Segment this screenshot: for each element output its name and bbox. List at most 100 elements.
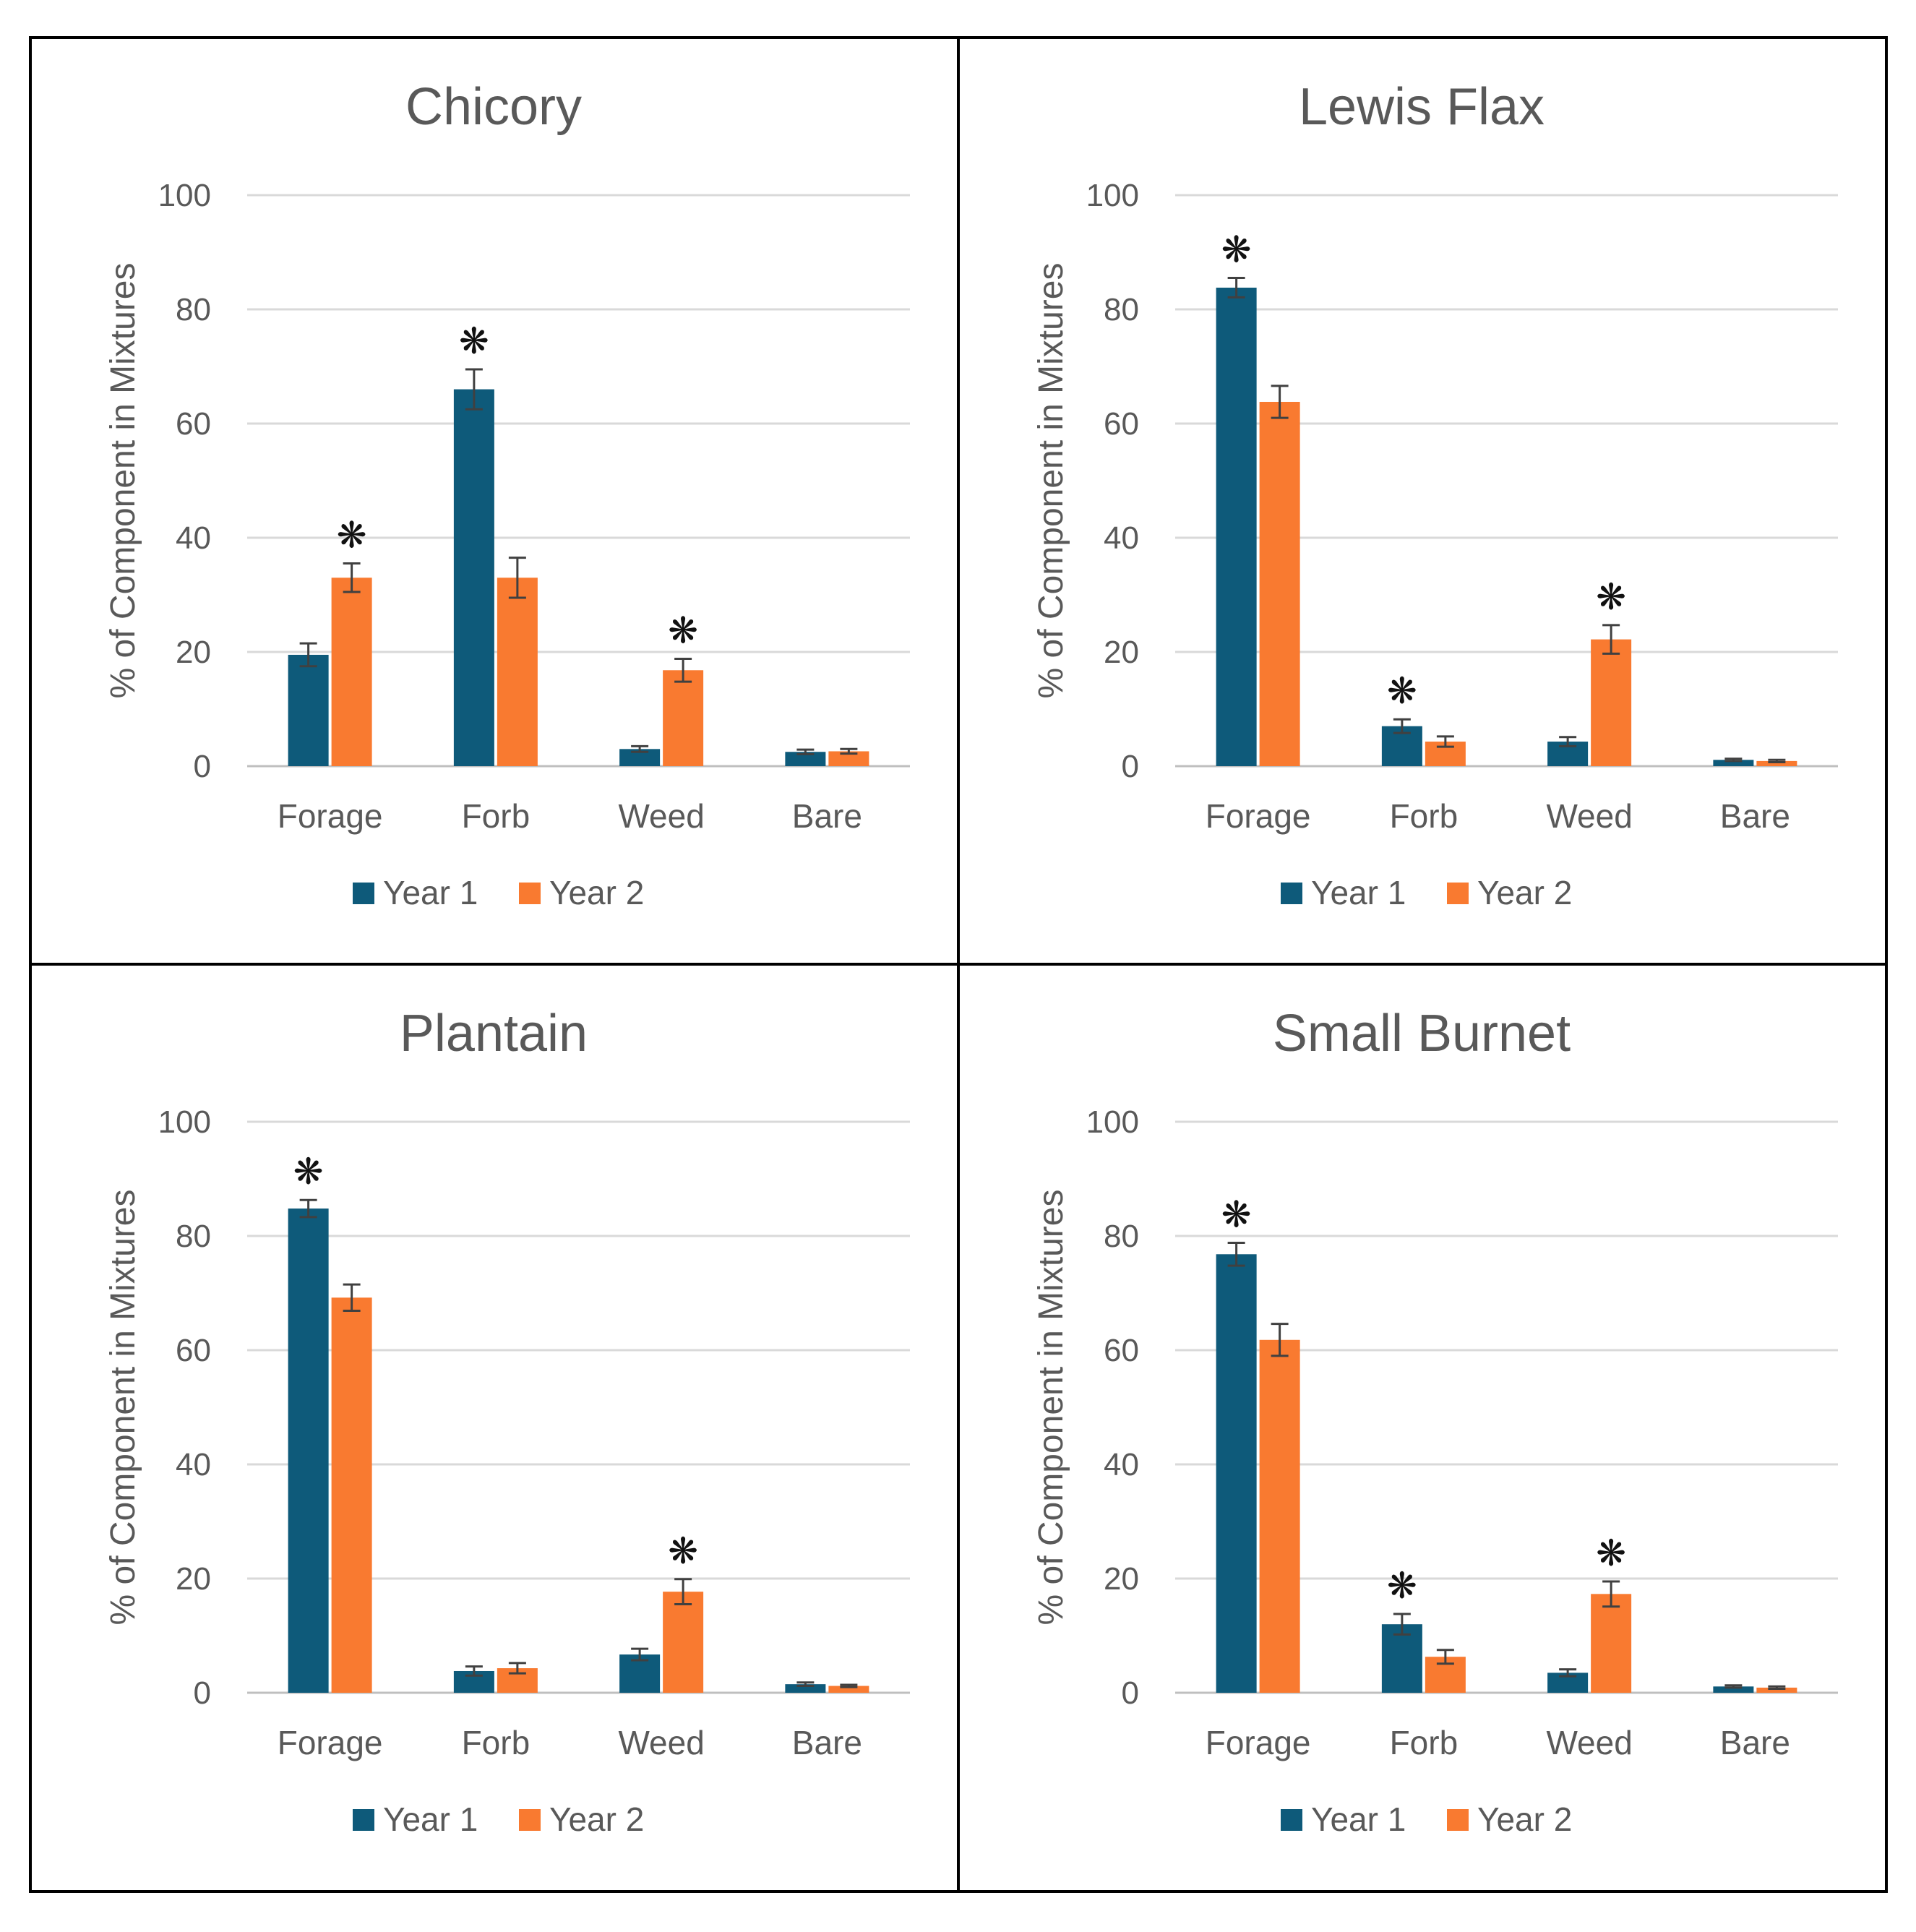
significance-marker: ❋ bbox=[459, 321, 489, 361]
y-tick-label: 0 bbox=[1122, 749, 1139, 784]
legend-label: Year 2 bbox=[1477, 1800, 1572, 1838]
bar-year-2 bbox=[1259, 401, 1300, 766]
y-tick-label: 0 bbox=[194, 1675, 211, 1711]
y-tick-label: 40 bbox=[176, 520, 211, 556]
legend-swatch-year-1 bbox=[353, 883, 374, 904]
chart-panel-3: Plantain 0 20 40 60 80 100 % of Component in Mi… bbox=[104, 1005, 910, 1838]
legend-swatch-year-2 bbox=[1447, 1809, 1469, 1831]
y-tick-label: 20 bbox=[1104, 1561, 1139, 1597]
bar-year-1 bbox=[1216, 287, 1257, 767]
x-category-label: Forb bbox=[1390, 1724, 1459, 1761]
legend-swatch-year-1 bbox=[353, 1809, 374, 1831]
chart-title: Lewis Flax bbox=[1299, 78, 1545, 136]
y-axis-title: % of Component in Mixtures bbox=[1032, 1190, 1070, 1626]
chart-title: Plantain bbox=[400, 1005, 588, 1062]
x-category-label: Forage bbox=[278, 797, 383, 835]
bar-year-2 bbox=[331, 1297, 372, 1693]
legend-label: Year 2 bbox=[549, 874, 644, 911]
chart-panel-1: Chicory 0 20 40 60 80 100 % of Component in Mix… bbox=[104, 78, 910, 911]
legend-swatch-year-1 bbox=[1281, 1809, 1302, 1831]
bar-year-2 bbox=[497, 578, 538, 766]
x-category-label: Bare bbox=[792, 1724, 862, 1761]
y-tick-label: 60 bbox=[1104, 406, 1139, 442]
bar-year-2 bbox=[828, 1686, 869, 1693]
bar-year-2 bbox=[663, 1592, 704, 1693]
y-tick-label: 40 bbox=[1104, 1447, 1139, 1482]
legend-swatch-year-2 bbox=[519, 883, 541, 904]
y-tick-label: 20 bbox=[176, 635, 211, 670]
bar-year-1 bbox=[619, 749, 661, 766]
bar-year-1 bbox=[1713, 760, 1754, 766]
y-tick-label: 20 bbox=[176, 1561, 211, 1597]
x-category-label: Bare bbox=[1720, 797, 1790, 835]
x-category-label: Forage bbox=[1206, 1724, 1311, 1761]
significance-marker: ❋ bbox=[668, 1531, 698, 1571]
chart-panel-2: Lewis Flax 0 20 40 60 80 100 % of Component in … bbox=[1032, 78, 1838, 911]
legend-swatch-year-2 bbox=[1447, 883, 1469, 904]
significance-marker: ❋ bbox=[337, 515, 367, 556]
y-tick-label: 0 bbox=[194, 749, 211, 784]
bar-year-1 bbox=[453, 389, 494, 766]
x-category-label: Weed bbox=[1546, 797, 1632, 835]
bar-year-2 bbox=[1591, 639, 1632, 766]
bar-year-2 bbox=[1259, 1339, 1300, 1693]
bar-year-2 bbox=[331, 578, 372, 766]
chart-title: Chicory bbox=[405, 78, 582, 136]
y-tick-label: 20 bbox=[1104, 635, 1139, 670]
bar-year-2 bbox=[1591, 1594, 1632, 1693]
legend-label: Year 1 bbox=[1311, 1800, 1406, 1838]
legend-label: Year 2 bbox=[549, 1800, 644, 1838]
significance-marker: ❋ bbox=[1221, 1194, 1252, 1235]
x-category-label: Bare bbox=[792, 797, 862, 835]
legend-label: Year 1 bbox=[383, 1800, 478, 1838]
y-tick-label: 40 bbox=[1104, 520, 1139, 556]
significance-marker: ❋ bbox=[1596, 577, 1626, 617]
legend-swatch-year-1 bbox=[1281, 883, 1302, 904]
significance-marker: ❋ bbox=[1387, 1566, 1417, 1606]
chart-title: Small Burnet bbox=[1273, 1005, 1571, 1062]
y-axis-title: % of Component in Mixtures bbox=[104, 1190, 142, 1626]
legend-label: Year 1 bbox=[383, 874, 478, 911]
x-category-label: Forb bbox=[1390, 797, 1459, 835]
legend-label: Year 1 bbox=[1311, 874, 1406, 911]
y-tick-label: 100 bbox=[158, 178, 211, 213]
x-category-label: Forb bbox=[462, 1724, 530, 1761]
y-tick-label: 100 bbox=[158, 1104, 211, 1140]
bar-year-2 bbox=[1756, 1687, 1797, 1693]
x-category-label: Forage bbox=[1206, 797, 1311, 835]
bar-year-1 bbox=[288, 654, 329, 766]
legend-label: Year 2 bbox=[1477, 874, 1572, 911]
y-tick-label: 80 bbox=[176, 1219, 211, 1254]
significance-marker: ❋ bbox=[1221, 230, 1252, 270]
significance-marker: ❋ bbox=[668, 610, 698, 651]
bar-year-2 bbox=[1756, 760, 1797, 766]
legend-swatch-year-2 bbox=[519, 1809, 541, 1831]
x-category-label: Weed bbox=[1546, 1724, 1632, 1761]
bar-year-2 bbox=[663, 670, 704, 766]
y-tick-label: 60 bbox=[176, 1333, 211, 1368]
y-tick-label: 100 bbox=[1086, 1104, 1139, 1140]
bar-year-1 bbox=[785, 1684, 826, 1693]
bar-year-1 bbox=[288, 1208, 329, 1693]
significance-marker: ❋ bbox=[293, 1151, 324, 1192]
bar-year-1 bbox=[1216, 1254, 1257, 1693]
y-tick-label: 0 bbox=[1122, 1675, 1139, 1711]
y-axis-title: % of Component in Mixtures bbox=[104, 263, 142, 699]
y-tick-label: 60 bbox=[1104, 1333, 1139, 1368]
bar-year-1 bbox=[1713, 1686, 1754, 1693]
x-category-label: Forb bbox=[462, 797, 530, 835]
y-tick-label: 80 bbox=[1104, 292, 1139, 327]
y-tick-label: 80 bbox=[1104, 1219, 1139, 1254]
x-category-label: Weed bbox=[618, 797, 704, 835]
y-tick-label: 100 bbox=[1086, 178, 1139, 213]
y-axis-title: % of Component in Mixtures bbox=[1032, 263, 1070, 699]
bar-year-1 bbox=[1381, 1624, 1422, 1693]
significance-marker: ❋ bbox=[1596, 1533, 1626, 1573]
x-category-label: Weed bbox=[618, 1724, 704, 1761]
bar-year-1 bbox=[785, 752, 826, 766]
y-tick-label: 60 bbox=[176, 406, 211, 442]
x-category-label: Forage bbox=[278, 1724, 383, 1761]
bar-year-2 bbox=[828, 751, 869, 766]
y-tick-label: 40 bbox=[176, 1447, 211, 1482]
